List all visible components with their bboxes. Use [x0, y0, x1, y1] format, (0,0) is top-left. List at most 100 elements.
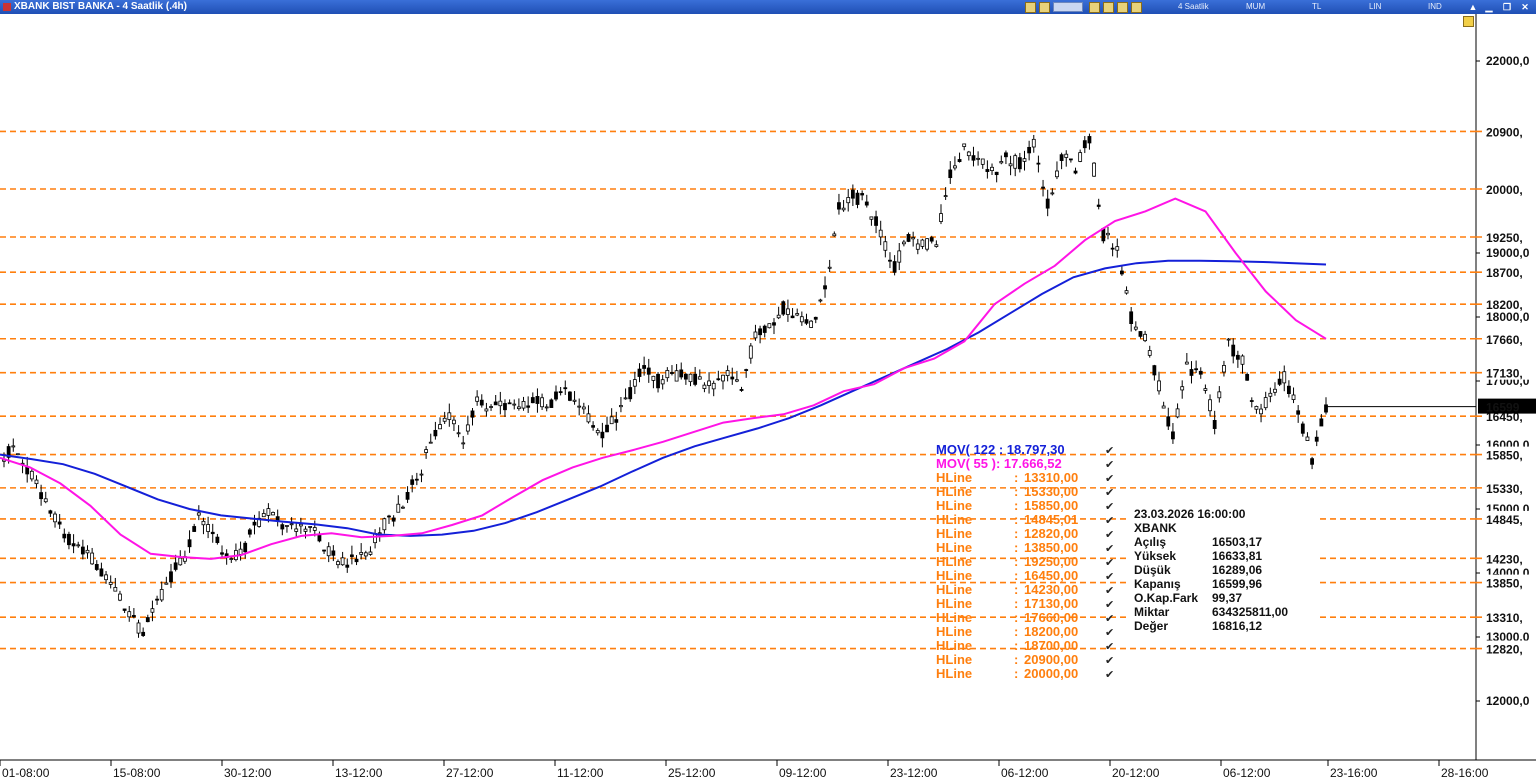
last-price-badge — [1478, 398, 1536, 414]
candle-body — [1212, 420, 1217, 429]
candle-body — [29, 470, 34, 480]
legend-hline-value: 17660,00 — [1024, 610, 1078, 625]
candle-body — [1055, 170, 1059, 178]
moving-average-line[interactable] — [0, 197, 1327, 560]
candle-body — [1073, 170, 1078, 174]
up-arrow-icon[interactable]: ▲ — [1468, 2, 1478, 12]
info-label: Kapanış — [1134, 577, 1181, 591]
candle-body — [813, 316, 818, 320]
close-button[interactable]: ✕ — [1521, 2, 1529, 12]
candle-body — [1296, 410, 1301, 415]
check-icon: ✔ — [1105, 669, 1114, 681]
candle-body — [340, 557, 345, 566]
toolbar-currency[interactable]: TL — [1312, 2, 1322, 11]
candle-body — [489, 406, 493, 408]
candle-body — [568, 391, 572, 401]
candle-body — [368, 551, 373, 555]
candle-body — [1282, 371, 1287, 384]
legend-separator: : — [1014, 652, 1018, 667]
candle-body — [266, 508, 271, 516]
moving-average-line[interactable] — [0, 259, 1327, 537]
toolbar-scale[interactable]: LIN — [1369, 2, 1382, 11]
candle-body — [43, 498, 48, 503]
check-icon: ✔ — [1105, 627, 1114, 639]
toolbar-pen-icon[interactable] — [1103, 1, 1114, 13]
candle-body — [874, 216, 878, 226]
legend-separator: : — [1014, 624, 1018, 639]
legend-hline-value: 14230,00 — [1024, 582, 1078, 597]
candle-body — [748, 345, 753, 359]
candle-body — [108, 581, 113, 585]
candle-body — [591, 425, 596, 428]
candle-body — [1013, 155, 1018, 169]
toolbar-chart-icon[interactable] — [1025, 1, 1036, 13]
legend-separator: : — [1014, 638, 1018, 653]
legend-hline-label: HLine — [936, 568, 972, 583]
candle-body — [503, 403, 507, 411]
candle-body — [1175, 408, 1180, 418]
candle-body — [285, 525, 289, 527]
legend-hline-value: 15330,00 — [1024, 484, 1078, 499]
toolbar-indicator[interactable]: IND — [1428, 2, 1442, 11]
hline-label: 18700, — [1486, 266, 1523, 280]
candle-body — [637, 368, 642, 377]
legend-separator: : — [1014, 484, 1018, 499]
candle-body — [122, 608, 127, 611]
hline-label: 15330, — [1486, 482, 1523, 496]
candle-body — [1050, 192, 1055, 195]
toolbar-draw-icon[interactable] — [1039, 1, 1050, 13]
toolbar-line-icon[interactable] — [1117, 1, 1128, 13]
candle-body — [1245, 374, 1250, 381]
x-tick-label: 23-12:00 — [890, 766, 938, 780]
candle-body — [1171, 431, 1175, 440]
hline-label: 15850, — [1486, 449, 1523, 463]
lock-icon[interactable] — [1463, 16, 1474, 27]
toolbar-zoom-icon[interactable] — [1089, 1, 1100, 13]
candle-body — [670, 372, 674, 374]
check-icon: ✔ — [1105, 571, 1114, 583]
candle-body — [1203, 388, 1208, 391]
hline-label: 13850, — [1486, 577, 1523, 591]
hline-label-bg — [1482, 609, 1534, 625]
info-value: 99,37 — [1212, 591, 1242, 605]
check-icon: ✔ — [1105, 543, 1114, 555]
candle-body — [71, 543, 76, 547]
x-tick-label: 20-12:00 — [1112, 766, 1160, 780]
hline-label-bg — [1482, 181, 1534, 196]
info-label: Yüksek — [1134, 549, 1176, 563]
info-value: 634325811,00 — [1212, 605, 1288, 619]
hline-label-bg — [1482, 123, 1534, 139]
toolbar-period-box[interactable] — [1053, 2, 1083, 12]
candle-body — [363, 552, 368, 557]
candle-body — [1017, 157, 1022, 170]
legend-separator: : — [1014, 540, 1018, 555]
candle-body — [391, 517, 396, 522]
candle-body — [136, 622, 141, 634]
candle-body — [540, 397, 544, 408]
hline-label: 16450, — [1486, 410, 1523, 424]
check-icon: ✔ — [1105, 473, 1114, 485]
candle-body — [688, 373, 693, 383]
candle-body — [1231, 344, 1236, 357]
candle-body — [516, 406, 521, 410]
minimize-button[interactable]: ▁ — [1485, 2, 1493, 12]
info-panel-bg — [1130, 505, 1318, 637]
x-tick-label: 13-12:00 — [335, 766, 383, 780]
candle-body — [113, 587, 118, 592]
candle-body — [336, 561, 340, 566]
toolbar-period[interactable]: 4 Saatlik — [1178, 2, 1209, 11]
candle-body — [104, 574, 108, 581]
candle-body — [901, 241, 906, 245]
x-tick-label: 15-08:00 — [113, 766, 161, 780]
toolbar-settings-icon[interactable] — [1131, 1, 1142, 13]
candle-body — [145, 617, 150, 623]
info-value: 16289,06 — [1212, 563, 1262, 577]
candle-body — [479, 399, 484, 406]
toolbar-style[interactable]: MUM — [1246, 2, 1266, 11]
candle-body — [572, 399, 577, 402]
candle-body — [929, 237, 934, 242]
restore-button[interactable]: ❐ — [1502, 2, 1512, 12]
candle-body — [1096, 204, 1101, 207]
candle-body — [632, 379, 637, 387]
